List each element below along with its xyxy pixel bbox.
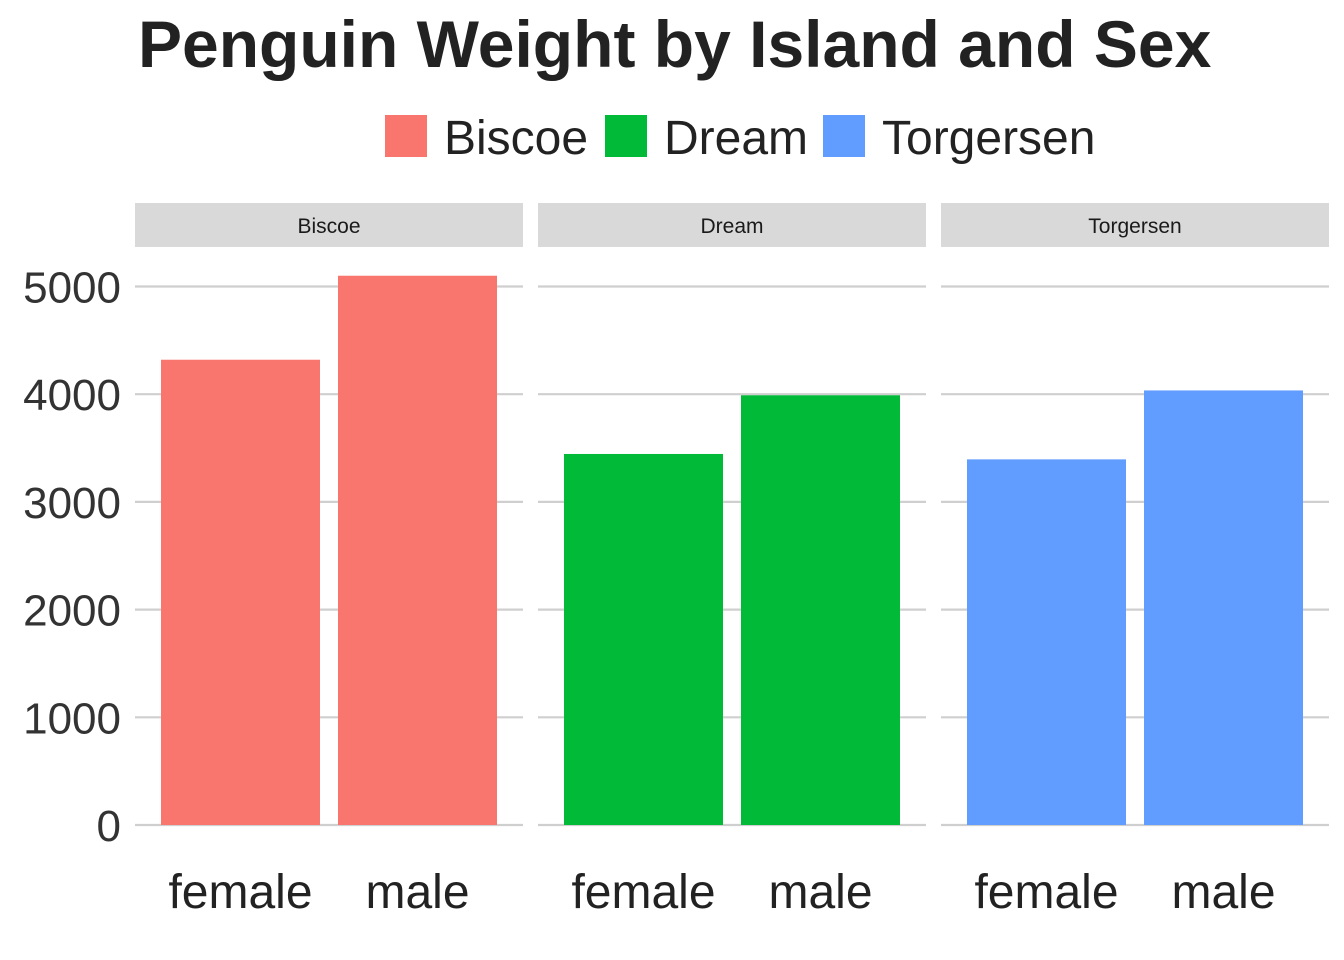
legend-key-torgersen — [823, 115, 865, 157]
facet-strip-torgersen — [941, 203, 1329, 247]
legend: Biscoe Dream Torgersen — [385, 112, 1095, 165]
legend-label-biscoe: Biscoe — [444, 112, 588, 165]
legend-key-biscoe — [385, 115, 427, 157]
bar-torgersen-female — [967, 459, 1126, 825]
legend-key-dream — [605, 115, 647, 157]
legend-label-dream: Dream — [664, 112, 808, 165]
x-tick-label: male — [1171, 866, 1275, 919]
chart-title: Penguin Weight by Island and Sex — [138, 7, 1212, 81]
y-tick-label: 2000 — [23, 587, 121, 636]
x-tick-label: male — [768, 866, 872, 919]
bar-biscoe-female — [161, 359, 320, 825]
bar-dream-female — [564, 453, 723, 825]
y-tick-label: 5000 — [23, 264, 121, 313]
y-tick-label: 0 — [97, 802, 121, 851]
facet-strip-label-torgersen: Torgersen — [1088, 215, 1181, 238]
facet-strip-dream — [538, 203, 926, 247]
x-tick-label: female — [168, 866, 312, 919]
y-tick-label: 1000 — [23, 694, 121, 743]
y-tick-label: 4000 — [23, 371, 121, 420]
panel-dream: Dream female male — [538, 203, 926, 919]
bar-torgersen-male — [1144, 390, 1303, 825]
bar-dream-male — [741, 395, 900, 825]
panel-torgersen: Torgersen female male — [941, 203, 1329, 919]
x-tick-label: male — [365, 866, 469, 919]
facet-strip-biscoe — [135, 203, 523, 247]
y-axis: 0 1000 2000 3000 4000 5000 — [23, 264, 121, 852]
legend-label-torgersen: Torgersen — [882, 112, 1095, 165]
bar-biscoe-male — [338, 275, 497, 826]
facet-strip-label-biscoe: Biscoe — [297, 215, 360, 238]
x-tick-label: female — [974, 866, 1118, 919]
facet-strip-label-dream: Dream — [700, 215, 763, 238]
panel-biscoe: Biscoe female male — [135, 203, 523, 919]
x-tick-label: female — [571, 866, 715, 919]
y-tick-label: 3000 — [23, 479, 121, 528]
